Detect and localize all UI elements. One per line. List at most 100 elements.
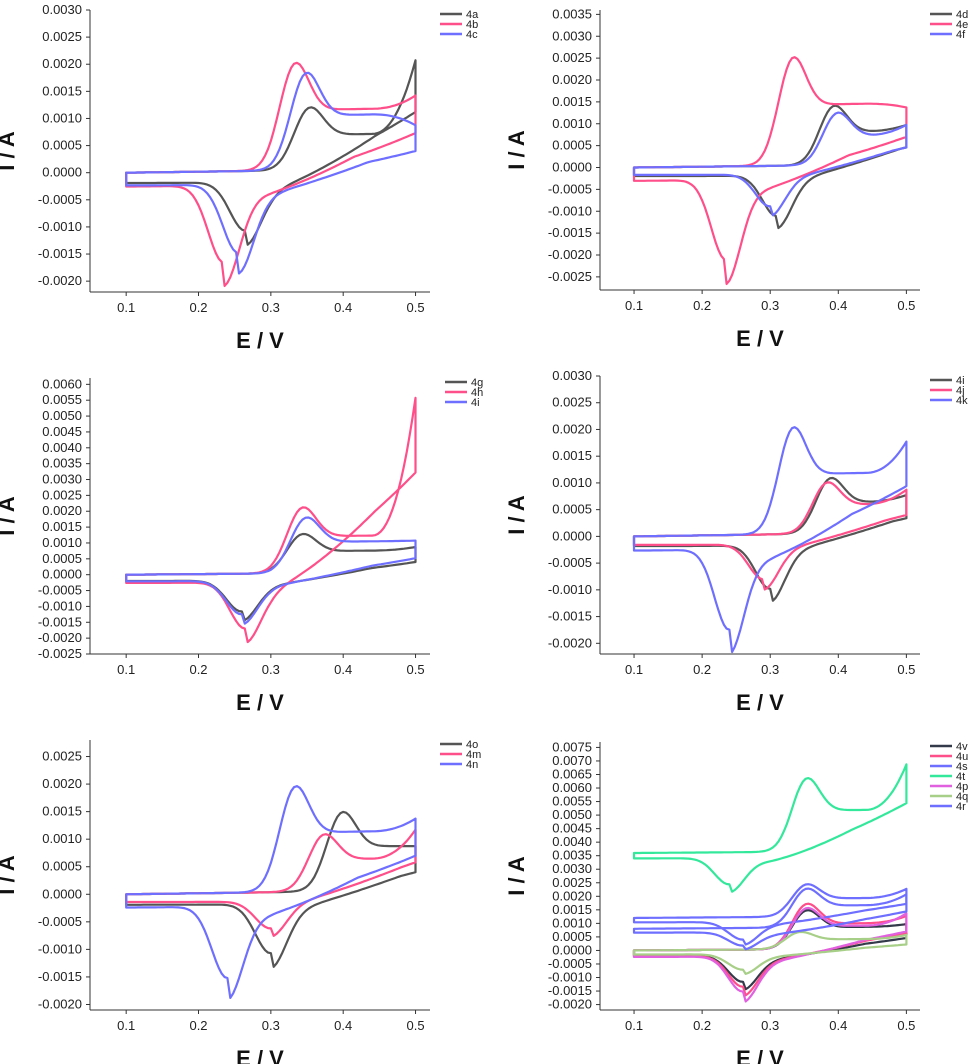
chart-panel-top-right: 0.0035 0.0030 0.0025 0.0020 0.0015 0.0010 0.00… [504,6,968,351]
y-tick-label: 0.0025 [552,875,592,890]
y-tick-label: 0.0005 [42,859,82,874]
x-axis-title: E / V [736,690,784,715]
y-tick-label: 0.0005 [552,502,592,517]
y-tick-label: 0.0000 [42,886,82,901]
legend-label: 4b [466,19,478,31]
y-axis-title: I / A [504,495,529,535]
series-line-4f [632,111,908,217]
x-tick-label: 0.3 [761,298,779,313]
legend-label: 4u [956,751,968,763]
x-axis-title: E / V [736,326,784,351]
legend-label: 4j [956,385,965,397]
y-tick-label: 0.0025 [42,487,82,502]
y-tick-label: 0.0010 [42,110,82,125]
chart-panel-middle-right: 0.0030 0.0025 0.0020 0.0015 0.0010 0.0005 0.00… [504,368,968,715]
x-axis-title: E / V [736,1046,784,1064]
x-axis-title: E / V [236,328,284,353]
legend-label: 4v [956,741,968,753]
y-tick-label: 0.0040 [42,440,82,455]
y-tick-label: 0.0020 [552,888,592,903]
series-line-4s [632,883,908,946]
y-axis-title: I / A [504,130,529,170]
y-tick-label: -0.0005 [548,555,592,570]
y-tick-label: 0.0035 [42,456,82,471]
y-tick-label: -0.0020 [38,996,82,1011]
series-line-4o [125,810,417,968]
y-tick-label: 0.0000 [552,942,592,957]
y-tick-label: 0.0010 [552,915,592,930]
legend-label: 4a [466,9,479,21]
legend-label: 4s [956,761,968,773]
series-line-4n [125,785,417,999]
series-line-4t [632,763,908,893]
y-tick-label: 0.0005 [552,138,592,153]
y-tick-label: 0.0045 [42,424,82,439]
y-tick-label: 0.0070 [552,753,592,768]
y-tick-label: 0.0025 [42,749,82,764]
y-tick-label: 0.0015 [42,83,82,98]
y-tick-label: 0.0020 [552,421,592,436]
y-tick-label: -0.0010 [548,203,592,218]
x-tick-label: 0.4 [829,1018,847,1033]
series-line-4h [125,396,417,644]
series-line-4r [632,887,908,951]
y-tick-label: 0.0020 [42,776,82,791]
x-tick-label: 0.1 [625,662,643,677]
y-tick-label: 0.0020 [42,56,82,71]
y-tick-label: 0.0055 [42,392,82,407]
y-tick-label: 0.0060 [42,376,82,391]
x-tick-label: 0.1 [117,662,135,677]
x-tick-label: 0.4 [334,1018,352,1033]
y-tick-label: -0.0020 [38,273,82,288]
y-tick-label: -0.0015 [38,969,82,984]
y-axis-title: I / A [0,855,19,895]
y-tick-label: 0.0035 [552,6,592,21]
y-tick-label: 0.0010 [42,831,82,846]
y-tick-label: -0.0010 [38,219,82,234]
legend-label: 4p [956,781,968,793]
y-tick-label: 0.0015 [552,94,592,109]
y-tick-label: 0.0015 [42,804,82,819]
y-tick-label: 0.0025 [42,29,82,44]
y-tick-label: 0.0010 [42,535,82,550]
y-tick-label: 0.0000 [42,567,82,582]
y-tick-label: 0.0010 [552,116,592,131]
x-tick-label: 0.3 [761,662,779,677]
y-tick-label: 0.0060 [552,780,592,795]
legend-label: 4o [466,739,478,751]
y-tick-label: 0.0005 [42,551,82,566]
y-tick-label: 0.0025 [552,50,592,65]
x-tick-label: 0.5 [897,662,915,677]
chart-panel-middle-left: 0.00600.00550.00500.00450.00400.00350.00… [0,376,483,715]
x-tick-label: 0.1 [625,1018,643,1033]
x-axis-title: E / V [236,1046,284,1064]
x-tick-label: 0.2 [189,1018,207,1033]
x-tick-label: 0.1 [625,298,643,313]
y-tick-label: -0.0010 [548,970,592,985]
legend-label: 4r [956,801,966,813]
y-tick-label: 0.0055 [552,794,592,809]
series-line-4k [632,426,908,654]
y-axis-title: I / A [0,496,19,536]
x-tick-label: 0.5 [406,300,424,315]
legend-label: 4g [471,377,483,389]
series-line-4m [125,828,417,937]
y-tick-label: -0.0005 [548,956,592,971]
y-tick-label: 0.0020 [42,503,82,518]
x-tick-label: 0.5 [406,1018,424,1033]
y-tick-label: 0.0035 [552,848,592,863]
y-tick-label: -0.0015 [38,614,82,629]
series-line-4c [125,71,417,275]
y-tick-label: 0.0005 [42,138,82,153]
y-tick-label: -0.0010 [38,598,82,613]
x-tick-label: 0.4 [829,298,847,313]
y-tick-label: 0.0075 [552,739,592,754]
y-tick-label: 0.0045 [552,821,592,836]
series-line-4e [632,56,908,285]
x-axis-title: E / V [236,690,284,715]
y-tick-label: 0.0000 [552,528,592,543]
y-tick-label: -0.0025 [38,646,82,661]
y-tick-label: -0.0005 [548,181,592,196]
y-tick-label: -0.0020 [548,635,592,650]
y-tick-label: 0.0020 [552,72,592,87]
